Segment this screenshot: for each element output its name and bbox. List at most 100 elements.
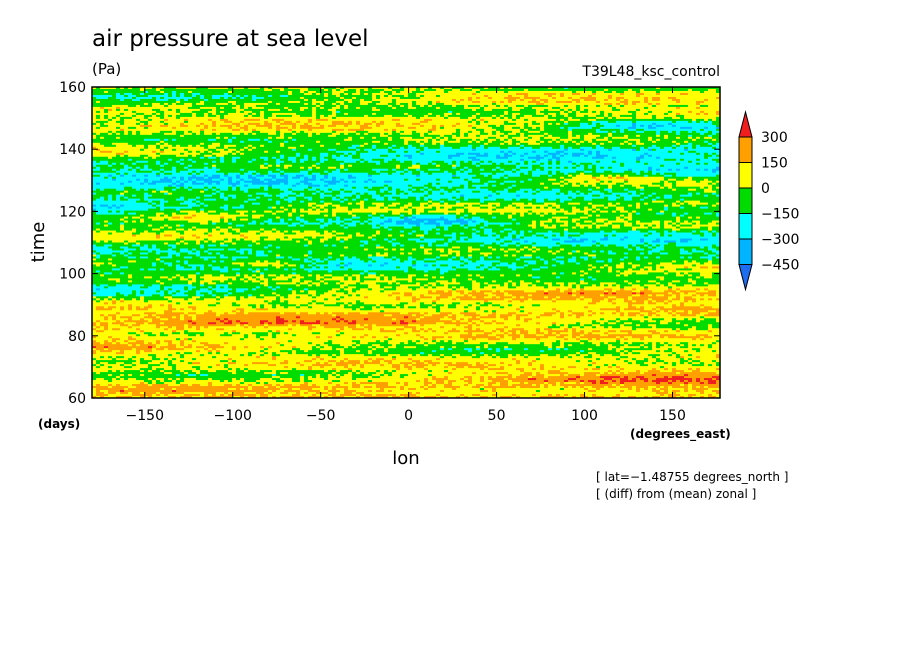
heatmap-cell	[296, 112, 313, 116]
heatmap-cell	[152, 132, 165, 136]
heatmap-cell	[672, 120, 677, 124]
heatmap-cell	[352, 92, 361, 96]
heatmap-cell	[624, 142, 629, 146]
heatmap-cell	[336, 100, 345, 104]
heatmap-cell	[180, 134, 185, 138]
heatmap-cell	[248, 114, 253, 118]
heatmap-cell	[176, 114, 193, 118]
heatmap-cell	[204, 96, 213, 100]
heatmap-cell	[568, 126, 593, 130]
heatmap-cell	[168, 98, 177, 102]
heatmap-cell	[508, 104, 517, 108]
heatmap-cell	[280, 122, 297, 126]
heatmap-cell	[320, 116, 333, 120]
heatmap-cell	[284, 140, 289, 144]
heatmap-cell	[344, 92, 349, 96]
heatmap-cell	[312, 132, 317, 136]
heatmap-cell	[240, 122, 249, 126]
heatmap-cell	[560, 94, 565, 98]
heatmap-cell	[660, 138, 693, 142]
heatmap-cell	[328, 98, 345, 102]
heatmap-cell	[120, 136, 217, 140]
heatmap-cell	[140, 124, 153, 128]
heatmap-cell	[416, 94, 421, 98]
heatmap-cell	[500, 138, 505, 142]
heatmap-cell	[320, 144, 325, 148]
heatmap-cell	[428, 87, 433, 90]
heatmap-cell	[364, 142, 369, 146]
heatmap-cell	[332, 106, 341, 110]
heatmap-cell	[356, 106, 361, 110]
heatmap-cell	[300, 90, 305, 94]
heatmap-cell	[452, 136, 489, 140]
heatmap-cell	[384, 114, 393, 118]
heatmap-cell	[476, 108, 485, 112]
heatmap-cell	[560, 110, 565, 114]
heatmap-cell	[180, 98, 185, 102]
heatmap-cell	[576, 108, 581, 112]
heatmap-cell	[632, 116, 637, 120]
heatmap-cell	[588, 94, 593, 98]
units-label: (Pa)	[92, 60, 121, 78]
heatmap-cell	[688, 104, 701, 108]
heatmap-cell	[524, 94, 529, 98]
heatmap-cell	[520, 98, 525, 102]
heatmap-cell	[696, 120, 701, 124]
heatmap-cell	[256, 112, 261, 116]
heatmap-cell	[240, 132, 245, 136]
heatmap-cell	[144, 112, 153, 116]
heatmap-cell	[556, 112, 561, 116]
heatmap-cell	[568, 122, 581, 126]
heatmap-cell	[120, 126, 129, 130]
heatmap-cell	[568, 128, 573, 132]
heatmap-cell	[236, 110, 241, 114]
heatmap-cell	[308, 120, 313, 124]
heatmap-cell	[392, 94, 405, 98]
heatmap-cell	[512, 136, 529, 140]
heatmap-cell	[344, 90, 357, 94]
heatmap-cell	[96, 87, 101, 90]
heatmap-cell	[196, 144, 201, 148]
heatmap-cell	[504, 96, 521, 100]
heatmap-cell	[112, 142, 129, 146]
heatmap-cell	[180, 94, 185, 98]
heatmap-cell	[148, 102, 153, 106]
heatmap-cell	[524, 106, 533, 110]
heatmap-cell	[628, 142, 633, 146]
heatmap-cell	[168, 114, 173, 118]
heatmap-cell	[396, 98, 453, 102]
heatmap-cell	[104, 108, 109, 112]
heatmap-cell	[232, 128, 241, 132]
heatmap-cell	[660, 92, 681, 96]
heatmap-cell	[360, 122, 365, 126]
heatmap-cell	[576, 134, 581, 138]
heatmap-cell	[480, 96, 489, 100]
heatmap-cell	[472, 138, 477, 142]
heatmap-cell	[204, 142, 213, 146]
heatmap-cell	[288, 128, 293, 132]
heatmap-cell	[612, 140, 625, 144]
heatmap-cell	[424, 132, 429, 136]
heatmap-cell	[264, 120, 269, 124]
heatmap-cell	[428, 114, 437, 118]
heatmap-cell	[556, 118, 561, 122]
heatmap-cell	[252, 110, 261, 114]
heatmap-cell	[152, 87, 157, 90]
heatmap-cell	[588, 122, 593, 126]
heatmap-cell	[452, 87, 465, 90]
heatmap-cell	[264, 96, 301, 100]
heatmap-cell	[240, 106, 245, 110]
heatmap-cell	[660, 130, 669, 134]
heatmap-cell	[156, 112, 161, 116]
heatmap-cell	[228, 96, 233, 100]
heatmap-cell	[420, 140, 425, 144]
heatmap-cell	[540, 130, 569, 134]
heatmap-cell	[112, 132, 117, 136]
heatmap-cell	[612, 108, 621, 112]
heatmap-cell	[316, 106, 321, 110]
heatmap-cell	[376, 94, 381, 98]
heatmap-cell	[688, 142, 693, 146]
heatmap-cell	[652, 102, 657, 106]
heatmap-cell	[416, 116, 421, 120]
heatmap-cell	[716, 142, 721, 146]
